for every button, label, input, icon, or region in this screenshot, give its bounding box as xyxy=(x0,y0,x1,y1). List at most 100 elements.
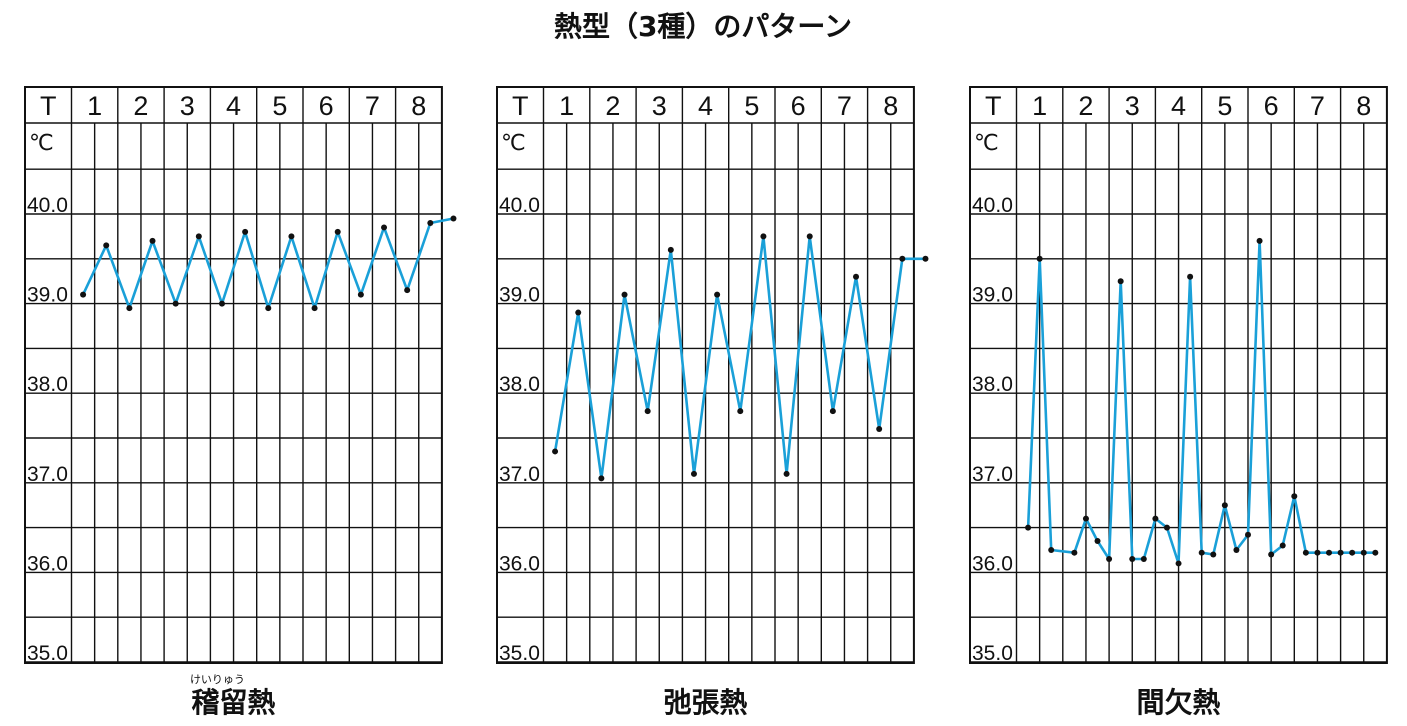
data-point xyxy=(876,426,883,433)
header-day-1: 1 xyxy=(1032,91,1047,121)
data-point xyxy=(404,287,411,294)
temperature-unit: ℃ xyxy=(974,131,999,156)
data-point xyxy=(1221,502,1228,509)
data-point xyxy=(1314,549,1321,556)
data-point xyxy=(1198,549,1205,556)
data-point xyxy=(829,408,836,415)
data-point xyxy=(922,255,929,262)
y-tick-label: 37.0 xyxy=(27,463,68,486)
header-day-2: 2 xyxy=(1078,91,1093,121)
header-day-4: 4 xyxy=(226,91,241,121)
data-point xyxy=(357,291,364,298)
y-tick-label: 37.0 xyxy=(499,463,540,486)
header-day-3: 3 xyxy=(180,91,195,121)
header-day-4: 4 xyxy=(1171,91,1186,121)
header-day-7: 7 xyxy=(365,91,380,121)
data-point xyxy=(1025,524,1032,531)
data-point xyxy=(1337,549,1344,556)
data-point xyxy=(1372,549,1379,556)
chart-caption: 稽留熱 xyxy=(191,686,275,719)
data-point xyxy=(1163,524,1170,531)
y-tick-label: 38.0 xyxy=(499,373,540,396)
data-point xyxy=(806,233,813,240)
header-day-5: 5 xyxy=(272,91,287,121)
temperature-unit: ℃ xyxy=(29,131,54,156)
header-day-6: 6 xyxy=(319,91,334,121)
data-point xyxy=(760,233,767,240)
chart-panel-1: T 1 2 3 4 5 6 7 8 ℃ 40.0 39.0 38.0 37.0 36.0 35.0 稽留熱けいり… xyxy=(24,86,457,719)
data-point xyxy=(172,300,179,307)
y-tick-label: 36.0 xyxy=(499,552,540,575)
data-point xyxy=(1175,560,1182,567)
data-point xyxy=(1117,278,1124,285)
header-time-label: T xyxy=(40,91,57,121)
data-point xyxy=(1106,555,1113,562)
y-tick-label: 37.0 xyxy=(972,463,1013,486)
data-point xyxy=(1210,551,1217,558)
header-day-6: 6 xyxy=(791,91,806,121)
temperature-line xyxy=(553,235,927,480)
y-tick-label: 38.0 xyxy=(27,373,68,396)
data-point xyxy=(1349,549,1356,556)
data-point xyxy=(1187,273,1194,280)
header-time-label: T xyxy=(512,91,529,121)
data-point xyxy=(427,219,434,226)
y-tick-label: 36.0 xyxy=(972,552,1013,575)
data-point xyxy=(1268,551,1275,558)
temperature-line xyxy=(81,217,455,310)
data-point xyxy=(667,246,674,253)
y-tick-label: 40.0 xyxy=(972,194,1013,217)
data-point xyxy=(1233,547,1240,553)
data-point xyxy=(311,305,318,312)
header-day-1: 1 xyxy=(87,91,102,121)
data-point xyxy=(575,309,582,316)
y-tick-label: 35.0 xyxy=(499,642,540,665)
figure-title: 熱型（3種）のパターン xyxy=(554,10,852,43)
data-point xyxy=(1048,547,1055,553)
data-point xyxy=(737,408,744,415)
y-tick-label: 39.0 xyxy=(499,284,540,307)
data-point xyxy=(1360,549,1367,556)
charts-container: T 1 2 3 4 5 6 7 8℃40.039.038.037.036.035.0稽留熱けいり… xyxy=(24,86,1388,719)
y-tick-label: 38.0 xyxy=(972,373,1013,396)
header-day-2: 2 xyxy=(133,91,148,121)
data-point xyxy=(1326,549,1333,556)
header-day-7: 7 xyxy=(1310,91,1325,121)
data-point xyxy=(381,224,388,231)
data-point xyxy=(552,448,559,455)
y-tick-label: 40.0 xyxy=(499,194,540,217)
header-day-5: 5 xyxy=(744,91,759,121)
temperature-unit: ℃ xyxy=(501,131,526,156)
header-day-5: 5 xyxy=(1217,91,1232,121)
data-point xyxy=(644,408,651,415)
data-point xyxy=(1094,538,1101,545)
data-point xyxy=(1245,531,1251,538)
chart-panel-2: T 1 2 3 4 5 6 7 8 ℃ 40.0 39.0 38.0 37.0 36.0 35.0 弛張熱 xyxy=(496,86,929,719)
data-point xyxy=(598,475,605,482)
data-point xyxy=(1152,515,1159,522)
chart-caption: 間欠熱 xyxy=(1136,686,1220,719)
y-tick-label: 39.0 xyxy=(972,284,1013,307)
header-day-8: 8 xyxy=(411,91,426,121)
data-point xyxy=(195,233,202,240)
data-point xyxy=(1140,555,1147,562)
data-point xyxy=(242,228,249,235)
data-point xyxy=(126,305,133,312)
data-point xyxy=(103,242,110,249)
header-day-3: 3 xyxy=(1125,91,1140,121)
data-point xyxy=(288,233,295,240)
data-point xyxy=(80,291,87,298)
caption-ruby: けいりゅう xyxy=(190,673,245,686)
header-day-1: 1 xyxy=(559,91,574,121)
header-day-6: 6 xyxy=(1264,91,1279,121)
header-day-4: 4 xyxy=(698,91,713,121)
header-day-3: 3 xyxy=(652,91,667,121)
y-tick-label: 35.0 xyxy=(972,642,1013,665)
data-point xyxy=(265,305,272,312)
header-day-8: 8 xyxy=(883,91,898,121)
y-tick-label: 40.0 xyxy=(27,194,68,217)
chart-caption: 弛張熱 xyxy=(663,686,747,719)
data-point xyxy=(714,291,721,298)
header-day-7: 7 xyxy=(837,91,852,121)
